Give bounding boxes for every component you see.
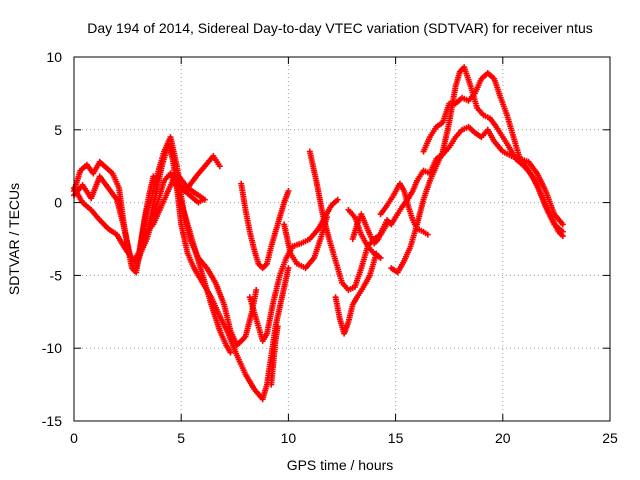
data-point (201, 196, 208, 203)
y-axis-ticks: -15 -10 -5 0 5 10 (42, 49, 610, 429)
series-arc12 (349, 123, 566, 247)
x-tick-label: 5 (177, 430, 185, 446)
data-point (334, 196, 341, 203)
chart-title: Day 194 of 2014, Sidereal Day-to-day VTE… (87, 20, 593, 36)
data-series (71, 64, 566, 403)
x-tick-label: 10 (281, 430, 297, 446)
x-tick-label: 20 (495, 430, 511, 446)
plot-frame (73, 56, 611, 422)
series-arc14 (420, 70, 566, 235)
y-tick-label: 5 (54, 122, 62, 138)
data-point (424, 231, 431, 238)
y-tick-label: -5 (50, 267, 63, 283)
data-point (253, 287, 260, 293)
y-axis-label: SDTVAR / TECUs (6, 183, 22, 295)
y-tick-label: 10 (46, 49, 62, 65)
y-tick-label: -10 (42, 340, 62, 356)
x-tick-label: 15 (388, 430, 404, 446)
series-arc7 (238, 180, 292, 272)
x-tick-label: 0 (70, 430, 78, 446)
data-point (274, 323, 281, 330)
series-arc15 (377, 180, 431, 238)
data-point (559, 221, 566, 228)
series-arc11 (332, 250, 380, 337)
y-tick-label: -15 (42, 413, 62, 429)
x-tick-label: 25 (602, 430, 618, 446)
grid-lines (74, 57, 610, 421)
x-axis-ticks: 0 5 10 15 20 25 (70, 57, 618, 446)
data-point (324, 214, 330, 221)
series-arc17 (143, 173, 208, 235)
series-arc9 (281, 214, 330, 272)
x-axis-label: GPS time / hours (287, 457, 394, 473)
series-arc13 (388, 64, 566, 276)
data-point (227, 349, 234, 356)
series-arc10 (306, 148, 390, 293)
y-tick-label: 0 (54, 195, 62, 211)
data-point (559, 228, 566, 235)
series-arc6 (169, 173, 206, 206)
data-point (285, 188, 292, 194)
series-arc18 (268, 323, 281, 388)
data-point (216, 163, 223, 170)
data-point (285, 265, 292, 272)
series-arc16 (345, 206, 384, 261)
data-point (377, 254, 384, 261)
